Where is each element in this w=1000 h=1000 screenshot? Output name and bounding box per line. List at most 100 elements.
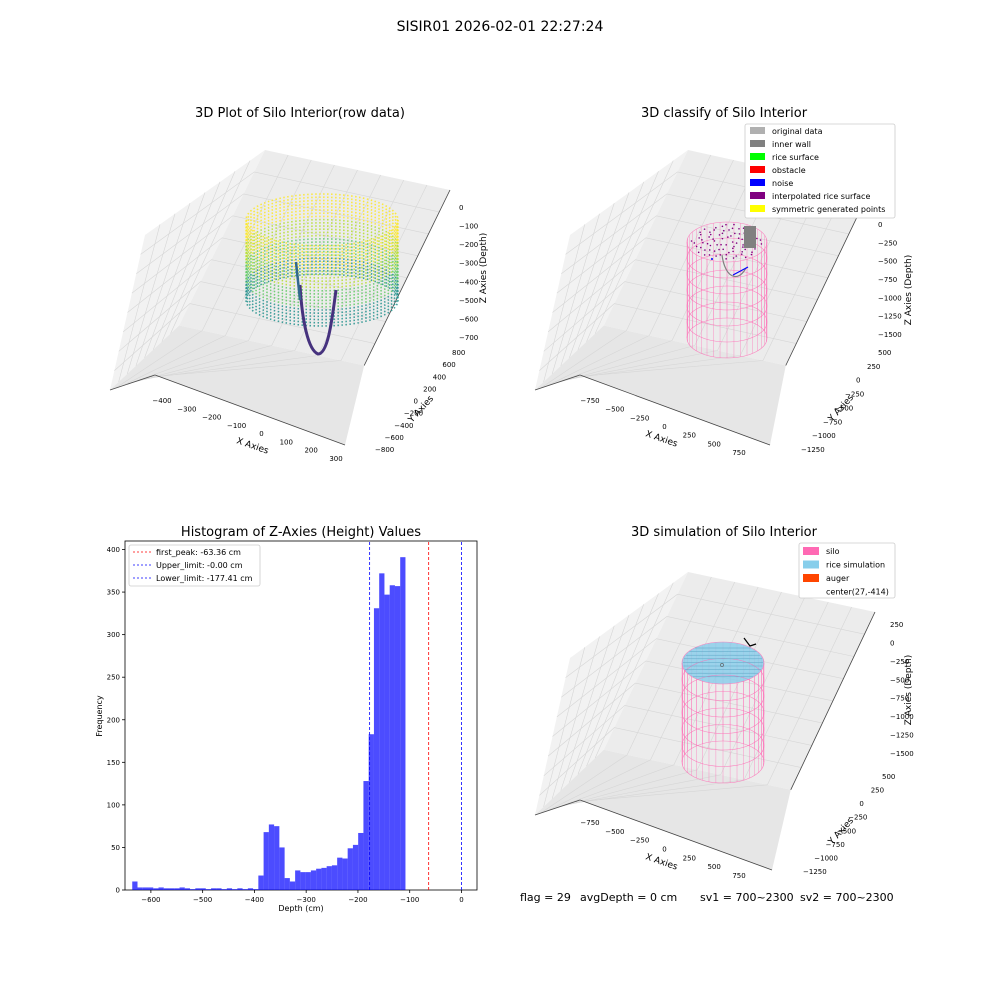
histogram-bar	[148, 887, 154, 890]
tick-label: −500	[878, 258, 897, 266]
tick-label: −1000	[812, 432, 836, 440]
x-axis-label-simulation: X Axies	[644, 852, 679, 872]
pane-floor	[535, 749, 791, 870]
interpolated-point	[713, 240, 716, 242]
histogram-bar	[342, 858, 348, 890]
ytick-labels-simulation: −1250 −1000 −750 −500 −250 0 250 500	[803, 773, 895, 876]
tick-label: −1000	[878, 294, 902, 302]
legend-label: first_peak: -63.36 cm	[156, 548, 241, 557]
interpolated-point	[715, 226, 717, 229]
tick-label: −1250	[801, 446, 825, 454]
center-marker	[720, 663, 724, 667]
tick-label: −1500	[878, 331, 902, 339]
chart-title-raw: 3D Plot of Silo Interior(row data)	[195, 106, 405, 121]
tick-label: 800	[452, 349, 465, 357]
grid-line	[121, 335, 226, 387]
silo-ring	[686, 301, 768, 343]
histogram-bar	[137, 887, 143, 890]
legend-frame	[744, 123, 896, 219]
panel-classify-3d: 3D classify of Silo Interior −750 −500 −25…	[534, 106, 914, 457]
tick-label: −400	[459, 278, 478, 286]
histogram-bar	[258, 875, 264, 890]
grid-line	[543, 281, 807, 352]
pane-left-wall	[110, 150, 265, 390]
tick-label: 500	[707, 440, 720, 448]
interpolated-point	[709, 233, 712, 236]
grid-line	[170, 160, 251, 334]
histogram-bar	[321, 867, 327, 890]
histogram-bar	[305, 872, 311, 890]
grid-line	[594, 582, 674, 759]
histogram-bar	[232, 889, 238, 890]
interpolated-point	[732, 250, 734, 253]
z-axis-label-classify: Z Axies (Depth)	[904, 255, 914, 326]
histogram-bar	[216, 888, 222, 890]
histogram-bar	[394, 586, 401, 890]
tick-label: 250	[871, 787, 884, 795]
histogram-bars	[132, 557, 406, 890]
chart-title-classify: 3D classify of Silo Interior	[641, 106, 808, 121]
panel-raw-3d: 3D Plot of Silo Interior(row data) −400 −…	[109, 106, 489, 463]
histogram-bar	[268, 824, 275, 890]
tick-label: 100	[280, 438, 293, 446]
histogram-bar	[368, 734, 374, 890]
panel-simulation-3d: 3D simulation of Silo Interior −750−500−…	[534, 525, 914, 880]
grid-line	[540, 754, 628, 814]
tick-label: 250	[683, 854, 696, 862]
x-axis-label-raw: X Axies	[235, 436, 270, 456]
tick-label: −700	[459, 334, 478, 342]
y-tick-label: 350	[107, 589, 120, 597]
auger-arrow	[743, 637, 757, 647]
histogram-lines	[369, 541, 462, 890]
tick-label: −600	[459, 315, 478, 323]
x-tick-label: −300	[297, 896, 316, 904]
legend-swatch	[750, 179, 765, 186]
tick-label: 500	[707, 863, 720, 871]
histogram-bar	[284, 878, 290, 890]
tick-label: −250	[890, 658, 909, 666]
silo-ring	[686, 285, 768, 327]
legend-label: obstacle	[772, 166, 806, 175]
xtick-labels-classify: −750 −500 −250 0 250 500 750	[580, 397, 745, 457]
histogram-bar	[347, 848, 353, 890]
inner-wall-cluster	[744, 226, 756, 248]
tick-label: −750	[826, 841, 845, 849]
tick-label: −750	[823, 418, 842, 426]
grid-line	[577, 604, 645, 775]
grid-line	[539, 303, 797, 371]
interpolated-point	[718, 248, 720, 251]
legend-label: interpolated rice surface	[772, 192, 870, 201]
legend-classify: original data inner wall rice surface obsta…	[744, 123, 896, 219]
tick-label: 0	[859, 800, 863, 808]
histogram-bar	[221, 889, 227, 890]
interpolated-point	[754, 248, 756, 250]
interpolated-point	[698, 237, 700, 239]
histogram-bar	[184, 888, 191, 890]
histogram-bar	[169, 888, 175, 890]
x-tick-label: 0	[459, 896, 463, 904]
histogram-bar	[358, 832, 364, 890]
tick-label: 250	[683, 432, 696, 440]
grid-line	[149, 360, 342, 378]
grid-line	[161, 171, 236, 342]
ytick-labels-classify: −1250 −1000 −750 −500 −250 0 250 500	[801, 349, 891, 454]
tick-label: 500	[882, 773, 895, 781]
grid-line	[556, 638, 844, 718]
tick-label: 250	[890, 621, 903, 629]
legend-label: auger	[826, 574, 850, 583]
interpolated-point	[725, 223, 727, 226]
tick-label: 300	[329, 455, 342, 463]
y-tick-label: 150	[107, 759, 120, 767]
grid-line	[546, 759, 651, 812]
grid-line	[743, 601, 829, 780]
noise-points	[732, 266, 749, 276]
legend-frame	[798, 542, 896, 599]
tick-label: −100	[227, 422, 246, 430]
legend-swatch	[803, 574, 819, 582]
histogram-bar	[310, 870, 317, 890]
tick-label: −250	[630, 414, 649, 422]
tick-label: 750	[732, 449, 745, 457]
legend-swatch	[750, 166, 765, 173]
interpolated-point	[744, 256, 747, 259]
histogram-bar	[242, 889, 248, 890]
